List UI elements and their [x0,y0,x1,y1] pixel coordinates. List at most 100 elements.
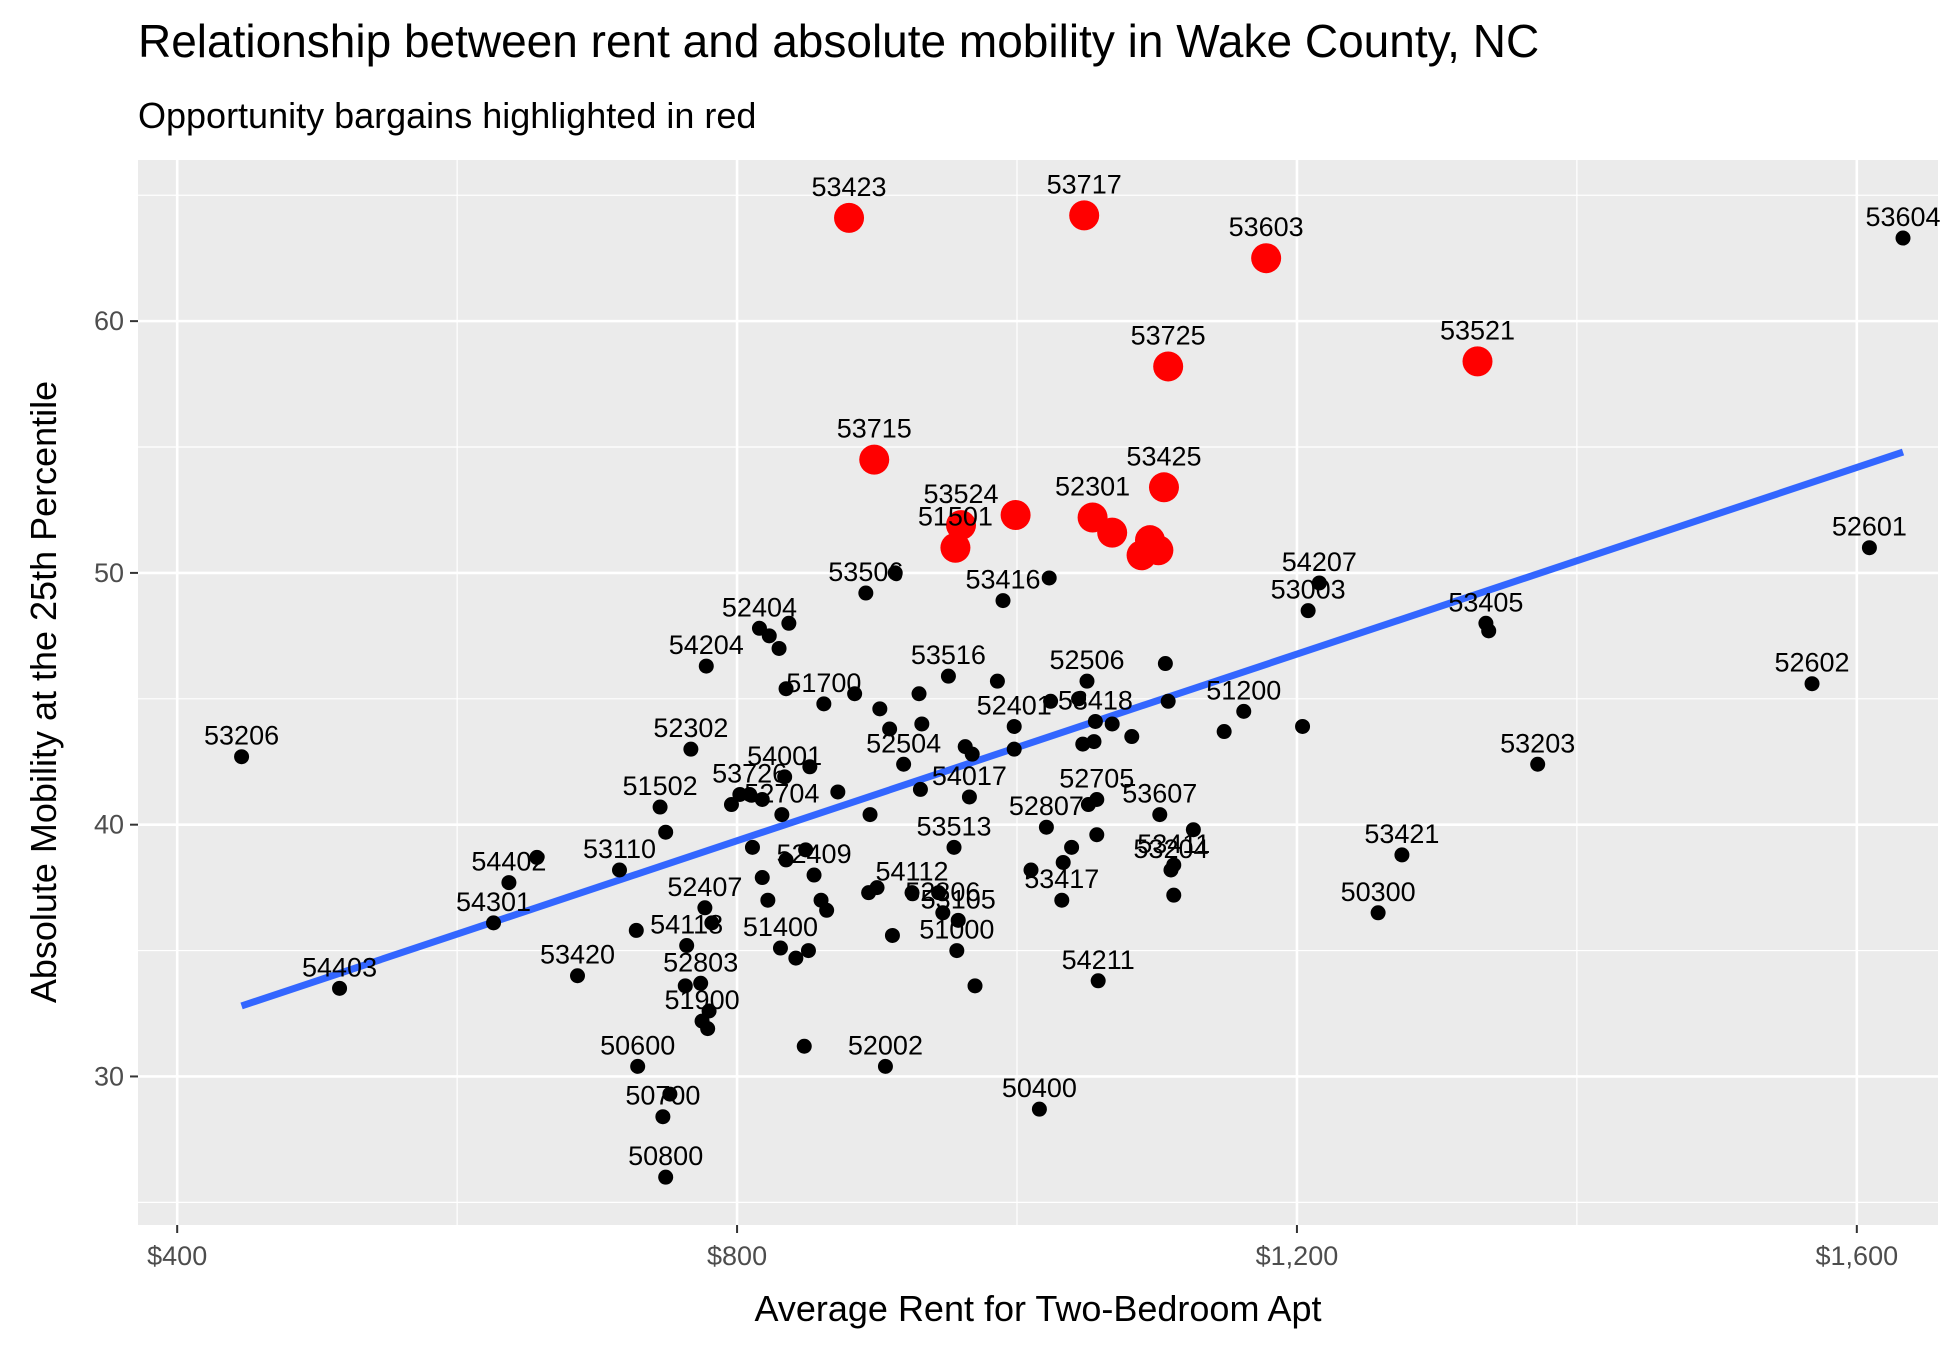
data-point [950,912,966,928]
point-label: 52602 [1774,648,1849,678]
point-label: 54017 [932,761,1007,791]
data-point [234,749,250,765]
data-point [570,968,586,984]
data-point [800,943,816,959]
data-point [1394,847,1410,863]
data-point [1071,691,1087,707]
data-point [847,686,863,702]
point-label: 52504 [866,728,941,758]
trend-line [240,448,1905,1010]
point-label: 52409 [777,839,852,869]
point-label: 53206 [204,721,279,751]
grid-minor [138,160,1938,1225]
data-point [816,696,832,712]
data-point [1023,862,1039,878]
data-point [781,615,797,631]
data-point [754,870,770,886]
data-point [677,978,693,994]
point-label: 50300 [1341,877,1416,907]
data-point [1054,892,1070,908]
data-point [1295,718,1311,734]
data-point [1481,623,1497,639]
data-point [869,880,885,896]
point-label: 52806 [905,877,980,907]
y-tick-label: 60 [94,306,124,336]
data-point [679,938,695,954]
point-label: 52404 [722,592,797,622]
data-point [967,978,983,994]
data-point [683,741,699,757]
data-point [701,1003,717,1019]
point-label: 53524 [923,479,998,509]
data-point [989,673,1005,689]
data-point [777,769,793,785]
data-point [742,786,758,802]
data-point [529,849,545,865]
point-label: 53725 [1131,320,1206,350]
data-point [819,902,835,918]
data-point [961,789,977,805]
data-point [1311,575,1327,591]
point-label: 51200 [1206,675,1281,705]
data-point [912,781,928,797]
data-point [723,797,739,813]
data-point [1031,1101,1047,1117]
data-point [1043,693,1059,709]
plot-panel [138,160,1938,1225]
point-label: 50800 [628,1141,703,1171]
data-point [658,824,674,840]
point-label: 53420 [540,940,615,970]
highlighted-point [946,510,977,541]
point-label: 51000 [919,915,994,945]
data-point [1370,905,1386,921]
highlighted-point [940,532,971,563]
data-point [1086,734,1102,750]
point-label: 52803 [663,947,738,977]
data-point [332,980,348,996]
data-point [760,892,776,908]
data-point [914,716,930,732]
grid-major [138,160,1938,1225]
data-point [693,975,709,991]
point-label: 53003 [1271,575,1346,605]
point-label: 53105 [921,884,996,914]
data-point [911,686,927,702]
point-label: 53203 [1500,728,1575,758]
point-label: 53715 [837,414,912,444]
point-label: 53603 [1229,212,1304,242]
highlighted-point [1148,472,1179,503]
data-point [1300,603,1316,619]
data-point [1185,822,1201,838]
data-point [882,721,898,737]
point-label: 52704 [744,779,819,809]
data-point [1166,887,1182,903]
highlighted-point [1462,346,1493,377]
regression-line [240,448,1905,1010]
data-point [1160,693,1176,709]
highlighted-point [1153,351,1184,382]
data-point [802,759,818,775]
data-point [830,784,846,800]
highlighted-point [1069,200,1100,231]
data-point [935,905,951,921]
data-point [1075,736,1091,752]
point-label: 51700 [786,668,861,698]
data-point [1124,729,1140,745]
data-point [658,1169,674,1185]
data-point [796,1038,812,1054]
data-point [1530,756,1546,772]
data-point [1087,713,1103,729]
point-label: 54112 [875,857,948,887]
y-tick-label: 30 [94,1061,124,1091]
data-point [778,852,794,868]
data-point [655,1109,671,1125]
data-point [1055,854,1071,870]
point-label: 54402 [471,847,546,877]
x-tick-label: $400 [147,1241,207,1271]
data-point [1895,230,1911,246]
data-point [628,922,644,938]
point-label: 51501 [918,502,993,532]
data-point [1006,741,1022,757]
data-point [662,1086,678,1102]
point-label: 53425 [1126,441,1201,471]
